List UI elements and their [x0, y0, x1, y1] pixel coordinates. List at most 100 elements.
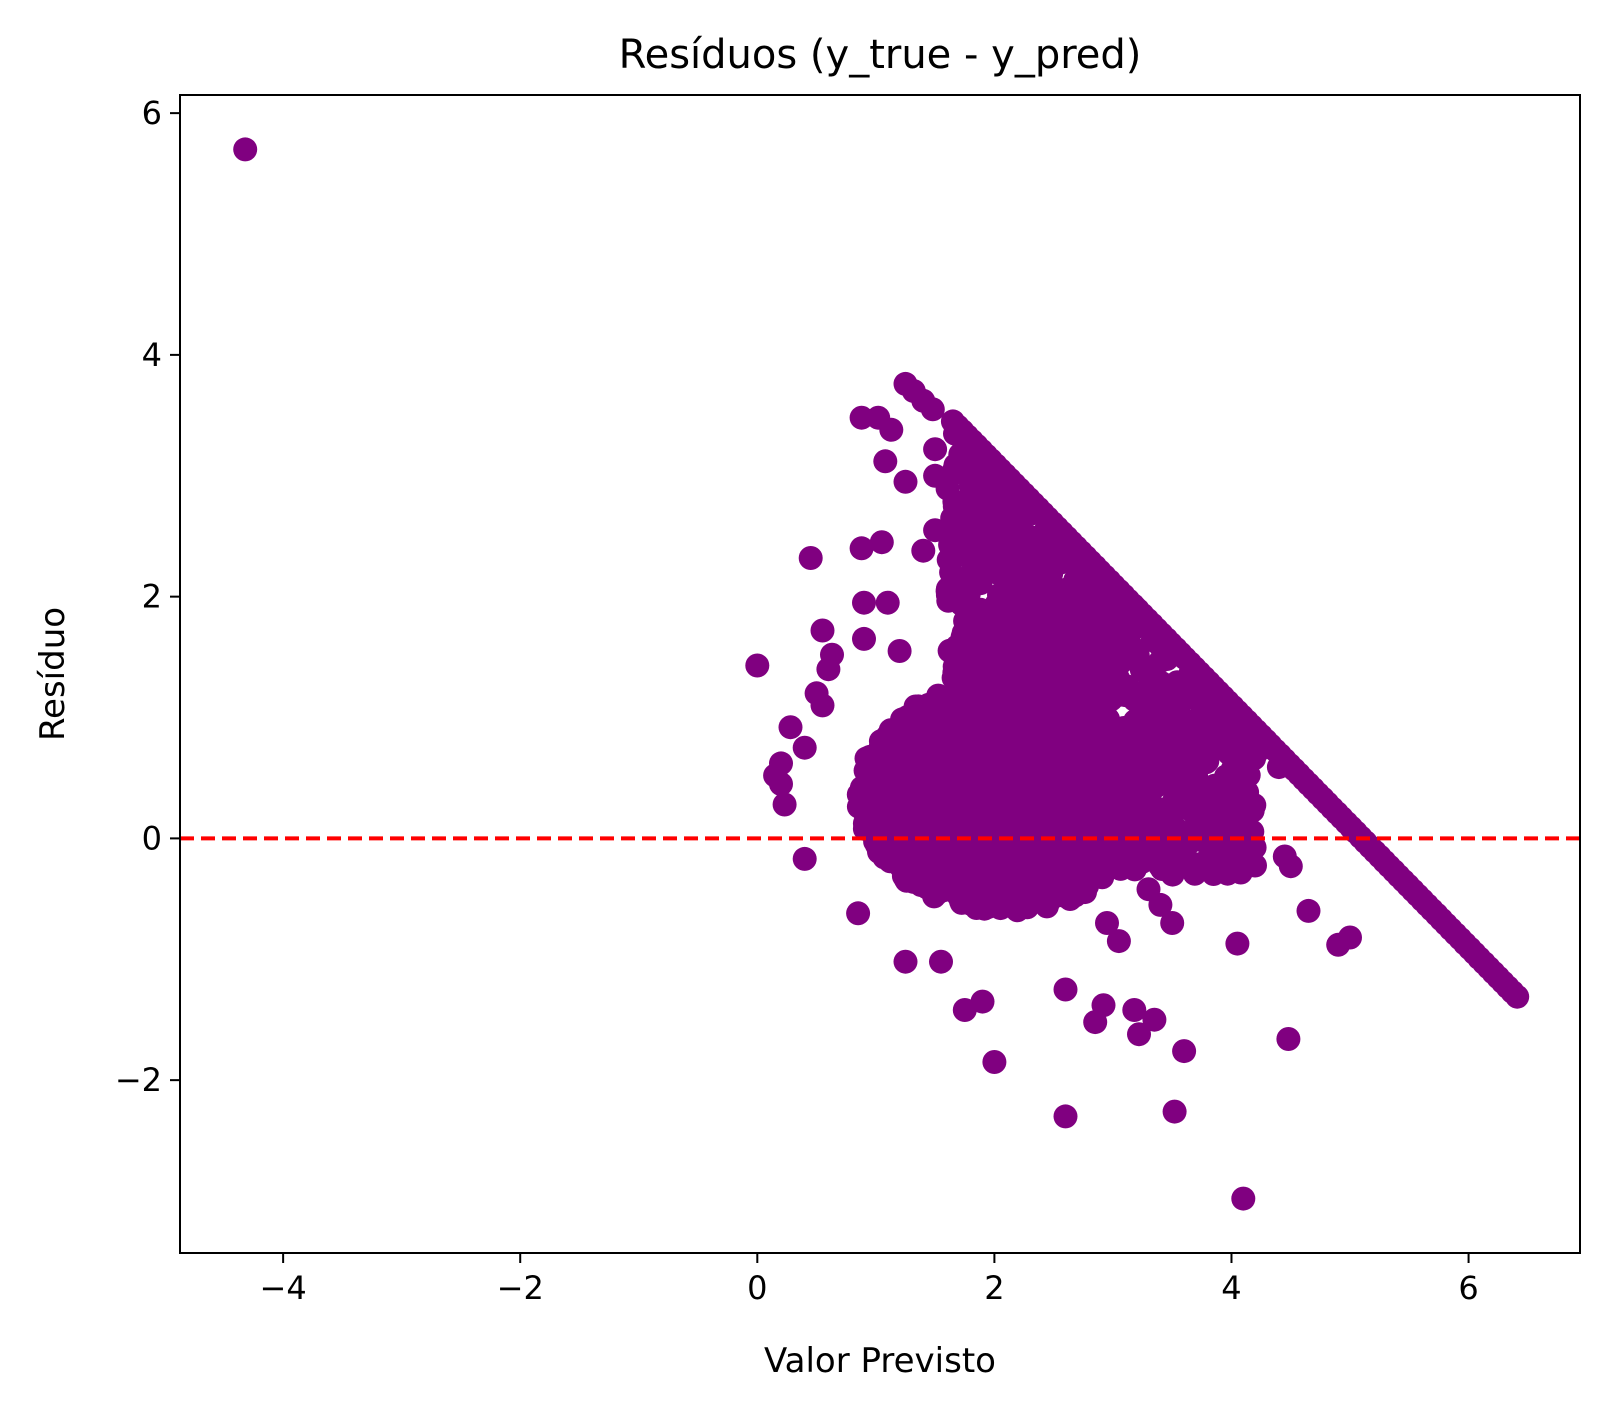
x-tick-label: 2 — [984, 1269, 1004, 1307]
scatter-point — [920, 397, 945, 422]
scatter-point-cluster — [1135, 794, 1160, 819]
scatter-point — [233, 137, 258, 162]
scatter-point-cluster — [1129, 715, 1154, 739]
scatter-point-cluster — [972, 896, 997, 921]
scatter-point — [769, 772, 793, 796]
scatter-point — [1172, 1039, 1197, 1064]
scatter-point-cluster — [1077, 601, 1102, 626]
x-tick-label: −4 — [260, 1269, 307, 1307]
scatter-point-cluster — [997, 723, 1022, 748]
y-tick-label: 2 — [142, 578, 162, 616]
scatter-point — [1278, 854, 1303, 879]
x-tick-label: 4 — [1221, 1269, 1241, 1307]
scatter-point — [952, 506, 977, 531]
scatter-point — [875, 590, 900, 615]
scatter-point — [810, 693, 835, 718]
scatter-point-cluster — [1150, 682, 1174, 707]
scatter-point — [1162, 1099, 1187, 1124]
scatter-point — [849, 405, 874, 430]
x-tick-label: 6 — [1458, 1269, 1478, 1307]
plot-frame — [179, 94, 1581, 1254]
scatter-point-cluster — [964, 752, 989, 777]
scatter-point-cluster — [999, 852, 1024, 877]
scatter-point-cluster — [1228, 860, 1253, 885]
scatter-point-cluster — [877, 782, 902, 807]
scatter-point — [911, 538, 936, 563]
scatter-point-cluster — [1226, 750, 1251, 775]
scatter-point-cluster — [1049, 661, 1074, 686]
scatter-point — [887, 639, 912, 663]
scatter-point-cluster — [994, 637, 1019, 662]
scatter-point-cluster — [1209, 729, 1233, 754]
scatter-point-cluster — [922, 884, 947, 909]
scatter-point — [879, 417, 904, 442]
scatter-point-cluster — [942, 844, 967, 869]
scatter-point-cluster — [950, 769, 975, 794]
scatter-point-cluster — [1090, 694, 1115, 719]
scatter-point — [929, 949, 953, 974]
scatter-point-cluster — [1021, 823, 1046, 848]
scatter-point-cluster — [1002, 781, 1027, 806]
scatter-point-cluster — [1090, 653, 1114, 678]
scatter-point-cluster — [1155, 820, 1179, 845]
plot-area — [180, 95, 1580, 1253]
scatter-point-cluster — [1015, 650, 1040, 675]
scatter-point — [982, 1050, 1007, 1074]
scatter-point-cluster — [1060, 586, 1085, 611]
scatter-point — [1142, 1007, 1167, 1032]
scatter-point-cluster — [1042, 857, 1067, 882]
scatter-point — [1127, 1022, 1151, 1047]
scatter-point — [792, 735, 817, 760]
scatter-point — [1095, 911, 1119, 935]
x-axis-ticks: −4 −2 0 2 4 6 — [260, 1253, 1479, 1307]
scatter-point-cluster — [1195, 749, 1220, 774]
scatter-point-cluster — [1004, 508, 1029, 532]
scatter-point-cluster — [968, 571, 993, 596]
scatter-point-cluster — [1041, 766, 1066, 791]
scatter-point-cluster — [951, 879, 975, 903]
x-tick-label: 0 — [747, 1269, 767, 1307]
scatter-point-cluster — [906, 768, 931, 792]
scatter-point-cluster — [1172, 708, 1197, 733]
scatter-point — [1225, 798, 1250, 823]
scatter-point — [1266, 755, 1291, 780]
scatter-point-cluster — [885, 846, 910, 871]
y-axis-ticks: −2 0 2 4 6 — [115, 94, 180, 1099]
scatter-point — [1122, 998, 1147, 1022]
scatter-point — [1201, 817, 1226, 842]
scatter-point — [1225, 768, 1250, 793]
scatter-point-cluster — [1183, 782, 1208, 807]
y-axis-label: Resíduo — [33, 607, 73, 741]
scatter-point — [798, 546, 823, 570]
scatter-point — [873, 449, 898, 474]
scatter-point — [792, 846, 817, 871]
scatter-point — [769, 751, 793, 776]
scatter-point-cluster — [936, 588, 961, 613]
scatter-point — [816, 657, 841, 682]
scatter-point — [1106, 929, 1131, 954]
scatter-point — [1053, 977, 1078, 1002]
scatter-point — [893, 949, 918, 974]
scatter-point — [964, 536, 989, 561]
scatter-point — [1136, 877, 1161, 902]
scatter-point-cluster — [1016, 750, 1040, 775]
scatter-point-cluster — [1161, 757, 1186, 782]
scatter-point-cluster — [1034, 592, 1059, 617]
scatter-point-cluster — [927, 760, 952, 785]
scatter-point-cluster — [1001, 802, 1026, 826]
scatter-point-cluster — [981, 788, 1006, 813]
scatter-point — [1091, 993, 1116, 1018]
scatter-point-cluster — [1036, 890, 1061, 915]
scatter-point-cluster — [1100, 731, 1125, 756]
scatter-point-cluster — [999, 608, 1024, 633]
scatter-point-cluster — [1115, 823, 1140, 847]
scatter-point-cluster — [949, 659, 974, 684]
scatter-point — [778, 715, 803, 740]
scatter-point — [923, 463, 948, 488]
chart-title: Resíduos (y_true - y_pred) — [619, 32, 1142, 78]
scatter-point — [772, 792, 797, 817]
scatter-point — [1053, 1104, 1078, 1129]
scatter-point — [852, 590, 876, 615]
scatter-point — [1225, 931, 1250, 956]
scatter-point-cluster — [901, 869, 926, 894]
